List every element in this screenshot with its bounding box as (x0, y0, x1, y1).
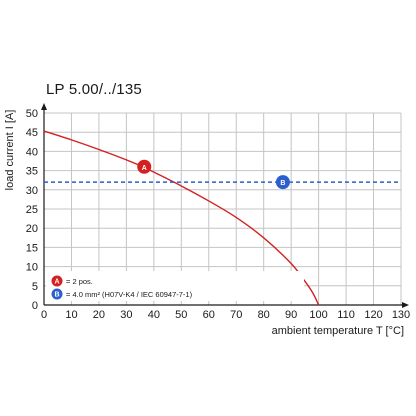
y-tick-label: 50 (26, 108, 38, 120)
y-tick-label: 0 (32, 300, 38, 312)
y-tick-label: 30 (26, 185, 38, 197)
x-tick-label: 50 (175, 309, 187, 321)
y-tick-label: 20 (26, 223, 38, 235)
legend-marker-b-label: B (54, 292, 59, 299)
x-tick-label: 80 (258, 309, 270, 321)
legend-marker-a-label: A (54, 279, 59, 286)
curve-marker-label-b: B (280, 180, 285, 187)
curve-marker-label-a: A (142, 165, 147, 172)
x-tick-label: 120 (364, 309, 382, 321)
y-tick-label: 25 (26, 204, 38, 216)
x-tick-label: 110 (337, 309, 355, 321)
x-tick-label: 70 (230, 309, 242, 321)
legend-entry-b: = 4.0 mm² (H07V-K4 / IEC 60947-7-1) (66, 290, 193, 299)
x-tick-label: 10 (65, 309, 77, 321)
legend: A = 2 pos. B = 4.0 mm² (H07V-K4 / IEC 60… (46, 271, 304, 301)
x-tick-label: 40 (148, 309, 160, 321)
y-tick-label: 45 (26, 127, 38, 139)
x-tick-label: 130 (392, 309, 410, 321)
legend-marker-b (51, 288, 63, 300)
legend-marker-a (51, 275, 63, 287)
axes (41, 103, 409, 308)
x-tick-label: 20 (93, 309, 105, 321)
x-tick-label: 30 (120, 309, 132, 321)
x-axis-arrow (402, 302, 409, 308)
x-tick-label: 0 (41, 309, 47, 321)
curve-marker-b (275, 175, 290, 190)
y-tick-label: 15 (26, 242, 38, 254)
x-tick-label: 100 (309, 309, 327, 321)
y-tick-label: 10 (26, 262, 38, 274)
y-axis-title: load current I [A] (4, 110, 16, 191)
y-tick-label: 40 (26, 146, 38, 158)
y-axis-arrow (41, 103, 47, 110)
y-tick-label: 5 (32, 281, 38, 293)
chart-title: LP 5.00/../135 (46, 81, 142, 98)
series-markers: AB (137, 159, 290, 190)
x-tick-label: 90 (285, 309, 297, 321)
legend-background (46, 271, 304, 301)
legend-entry-a: = 2 pos. (66, 277, 93, 286)
tick-labels: 0 10 20 30 40 50 60 70 80 90 100 110 120 130 0 5 10 15 20 2… (26, 108, 410, 321)
x-tick-label: 60 (203, 309, 215, 321)
curve-marker-a (137, 159, 152, 174)
x-axis-title: ambient temperature T [°C] (272, 325, 404, 337)
y-tick-label: 35 (26, 166, 38, 178)
